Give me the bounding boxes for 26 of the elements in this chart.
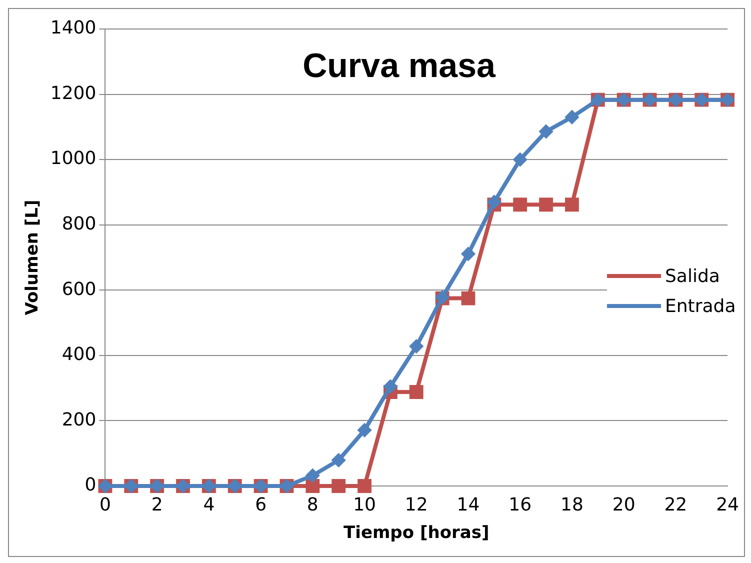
x-tick-label: 8 xyxy=(306,494,318,516)
text: Curva masa xyxy=(302,47,497,86)
x-tick-label: 14 xyxy=(456,494,480,516)
y-tick-label: 1400 xyxy=(50,18,96,39)
x-tick-label: 24 xyxy=(716,494,739,516)
y-axis-title: Volumen [L] xyxy=(22,200,43,316)
x-tick-label: 4 xyxy=(203,494,215,516)
x-tick-label: 2 xyxy=(151,494,163,516)
legend-label: Entrada xyxy=(665,296,736,316)
x-tick-label: 18 xyxy=(560,494,584,516)
y-tick-label: 200 xyxy=(62,409,96,430)
x-tick-label: 6 xyxy=(255,494,267,516)
x-tick-label: 12 xyxy=(404,494,428,516)
legend-label: Salida xyxy=(665,266,720,286)
x-tick-label: 20 xyxy=(612,494,636,516)
y-tick-label: 0 xyxy=(84,474,96,496)
x-tick-label: 16 xyxy=(508,494,532,516)
y-tick-label: 400 xyxy=(62,344,96,366)
y-tick-label: 1000 xyxy=(50,148,96,170)
x-tick-label: 0 xyxy=(99,494,111,516)
y-tick-label: 800 xyxy=(62,214,96,235)
y-tick-label: 600 xyxy=(62,278,96,300)
x-tick-label: 10 xyxy=(353,494,376,516)
x-tick-label: 22 xyxy=(664,494,688,516)
x-axis-title: Tiempo [horas] xyxy=(344,523,490,544)
y-tick-label: 1200 xyxy=(50,82,96,104)
